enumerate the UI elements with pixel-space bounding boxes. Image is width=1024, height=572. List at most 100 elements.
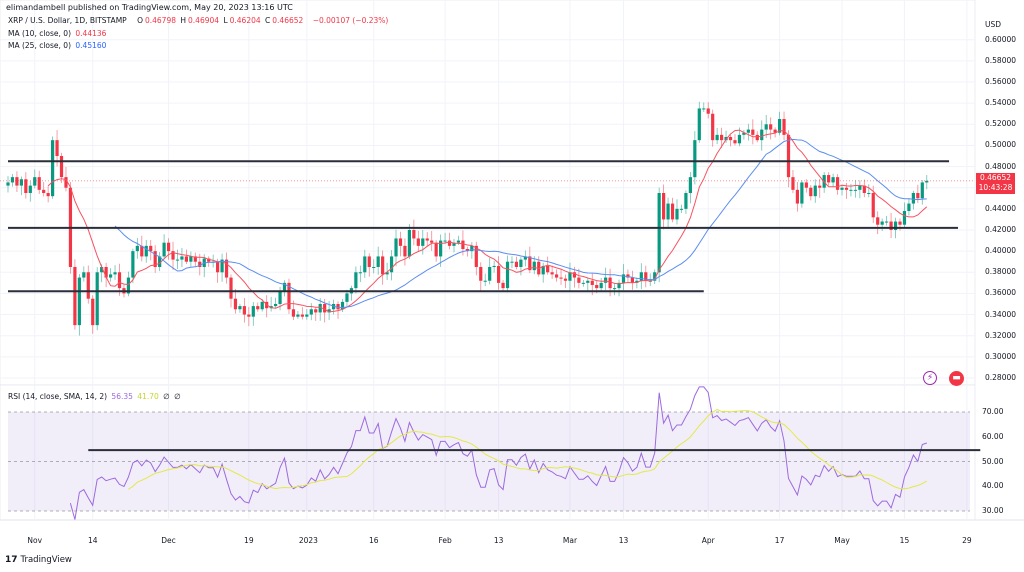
candle-down bbox=[608, 277, 612, 289]
rsi-tick-label: 50.00 bbox=[982, 456, 1004, 466]
price-tick-label: 0.52000 bbox=[985, 119, 1017, 129]
candle-down bbox=[626, 274, 630, 278]
rsi-tick-label: 60.00 bbox=[982, 431, 1004, 441]
rsi-na-2: ∅ bbox=[174, 392, 181, 401]
tradingview-logo[interactable]: 17 TradingView bbox=[5, 555, 72, 565]
candle-down bbox=[461, 240, 465, 250]
candle-up bbox=[831, 177, 835, 183]
rsi-sma-value: 41.70 bbox=[137, 392, 159, 401]
us-flag-icon[interactable]: ▬ bbox=[949, 371, 964, 386]
candle-up bbox=[568, 272, 572, 281]
candle-down bbox=[769, 124, 773, 130]
price-tick-label: 0.50000 bbox=[985, 140, 1017, 150]
tradingview-brand: TradingView bbox=[20, 555, 72, 565]
candle-up bbox=[702, 108, 706, 110]
price-tick-label: 0.38000 bbox=[985, 267, 1017, 277]
candle-up bbox=[813, 185, 817, 197]
candle-up bbox=[278, 291, 282, 304]
symbol-name[interactable]: XRP / U.S. Dollar, 1D, BITSTAMP bbox=[8, 16, 127, 25]
candle-down bbox=[166, 242, 171, 252]
price-tick-label: 0.30000 bbox=[985, 351, 1017, 361]
candle-down bbox=[786, 134, 791, 178]
candle-up bbox=[282, 282, 287, 292]
candle-down bbox=[876, 217, 880, 225]
candle-down bbox=[782, 119, 786, 135]
candle-down bbox=[216, 261, 220, 273]
candle-up bbox=[189, 256, 193, 262]
candle-up bbox=[309, 309, 313, 315]
candle-down bbox=[791, 177, 795, 190]
candle-down bbox=[501, 282, 505, 289]
candle-down bbox=[733, 140, 737, 144]
candle-up bbox=[28, 185, 32, 194]
candle-down bbox=[367, 256, 371, 267]
candle-down bbox=[916, 193, 920, 199]
candle-down bbox=[773, 129, 777, 133]
price-tick-label: 0.32000 bbox=[985, 330, 1017, 340]
candle-up bbox=[19, 179, 23, 186]
tradingview-mark-icon: 17 bbox=[5, 555, 18, 565]
candle-up bbox=[251, 306, 255, 317]
ma25-legend[interactable]: MA (25, close, 0) 0.45160 bbox=[8, 41, 108, 50]
ma25-line bbox=[114, 138, 927, 309]
rsi-na-1: ∅ bbox=[163, 392, 170, 401]
price-tick-label: 0.28000 bbox=[985, 372, 1017, 382]
time-tick-label: 15 bbox=[899, 536, 910, 545]
time-tick-label: Apr bbox=[701, 536, 715, 545]
candle-down bbox=[336, 303, 340, 310]
ma10-label: MA (10, close, 0) bbox=[8, 29, 72, 38]
candle-down bbox=[15, 177, 19, 186]
candle-down bbox=[706, 108, 710, 114]
candle-down bbox=[546, 265, 550, 273]
candle-down bbox=[55, 140, 59, 157]
candle-down bbox=[434, 242, 438, 257]
candle-down bbox=[577, 277, 581, 283]
candle-up bbox=[675, 208, 679, 220]
rsi-sma-line bbox=[128, 408, 928, 490]
candle-up bbox=[274, 303, 278, 307]
candle-up bbox=[907, 203, 911, 211]
candle-up bbox=[599, 282, 603, 289]
candle-down bbox=[86, 272, 90, 299]
candle-up bbox=[893, 221, 898, 230]
candle-up bbox=[33, 177, 37, 186]
time-tick-label: Dec bbox=[161, 536, 176, 545]
lightning-icon[interactable]: ⚡ bbox=[923, 371, 937, 385]
candle-up bbox=[541, 265, 545, 275]
candle-up bbox=[358, 272, 362, 274]
candle-up bbox=[452, 242, 456, 246]
candle-down bbox=[514, 261, 519, 267]
candle-up bbox=[135, 245, 139, 252]
candle-down bbox=[795, 189, 800, 204]
candle-down bbox=[595, 284, 599, 289]
candle-up bbox=[858, 185, 862, 190]
last-price-value: 0.46652 bbox=[979, 173, 1011, 182]
ma10-legend[interactable]: MA (10, close, 0) 0.44136 bbox=[8, 29, 108, 38]
candle-up bbox=[510, 261, 514, 263]
candle-down bbox=[827, 175, 831, 183]
candle-up bbox=[653, 272, 657, 281]
rsi-tick-label: 30.00 bbox=[982, 506, 1004, 515]
rsi-value: 56.35 bbox=[111, 392, 133, 401]
candle-up bbox=[385, 272, 389, 275]
candle-up bbox=[920, 182, 924, 199]
time-tick-label: 16 bbox=[368, 536, 379, 545]
time-tick-label: Mar bbox=[562, 536, 578, 545]
candle-up bbox=[586, 280, 590, 283]
time-tick-label: 19 bbox=[244, 536, 254, 545]
candle-up bbox=[688, 177, 692, 194]
candle-down bbox=[818, 185, 822, 188]
candle-up bbox=[340, 301, 345, 310]
open-value: 0.46798 bbox=[144, 16, 176, 25]
candle-down bbox=[630, 277, 634, 283]
candle-up bbox=[925, 180, 929, 183]
candle-up bbox=[100, 266, 104, 273]
candle-down bbox=[662, 193, 666, 220]
candle-up bbox=[840, 187, 844, 190]
candle-up bbox=[407, 230, 411, 257]
candle-down bbox=[751, 129, 755, 135]
candle-up bbox=[880, 221, 884, 225]
last-price-label: 0.46652 10:43:28 bbox=[976, 173, 1015, 194]
rsi-legend[interactable]: RSI (14, close, SMA, 14, 2) 56.35 41.70 … bbox=[8, 392, 183, 401]
